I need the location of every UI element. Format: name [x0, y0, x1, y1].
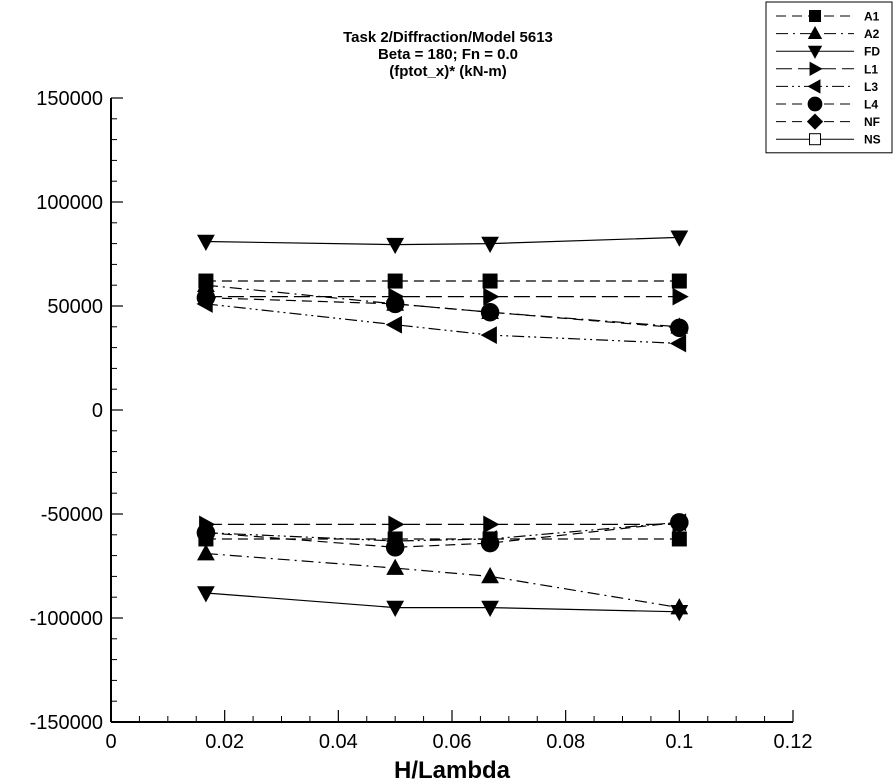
series-line-fd — [205, 236, 680, 246]
data-point-l1 — [388, 515, 405, 534]
data-point-l1 — [483, 515, 500, 534]
y-tick-label: 150000 — [36, 88, 103, 110]
legend-marker-a2 — [807, 25, 823, 40]
x-tick-label: 0 — [105, 731, 116, 753]
series-line-a2 — [205, 284, 680, 328]
data-point-a1 — [482, 273, 498, 289]
legend-marker-l3 — [807, 79, 821, 94]
legend-label-a1: A1 — [864, 10, 880, 24]
y-tick-label: 0 — [92, 400, 103, 422]
data-point-l4 — [480, 533, 500, 553]
data-point-l4 — [670, 513, 689, 532]
plot-markers — [196, 230, 689, 622]
x-tick-label: 0.06 — [433, 731, 472, 753]
data-point-fd — [386, 600, 405, 618]
data-point-l3 — [385, 315, 402, 334]
data-point-l1 — [483, 287, 500, 306]
y-tick-label: -100000 — [30, 608, 103, 630]
y-tick-label: -50000 — [41, 504, 103, 526]
data-point-l4 — [385, 538, 405, 557]
data-point-a1 — [387, 273, 403, 289]
data-point-l4 — [196, 288, 216, 307]
data-point-fd — [481, 600, 499, 618]
data-point-a2 — [197, 544, 215, 561]
x-tick-label: 0.02 — [205, 731, 244, 753]
data-point-fd — [197, 586, 215, 603]
data-point-a1 — [671, 531, 687, 547]
data-point-l1 — [672, 287, 689, 306]
legend-label-ns: NS — [864, 133, 881, 147]
legend-marker-a1 — [809, 10, 821, 22]
data-point-l3 — [480, 326, 497, 345]
series-line-fd — [205, 592, 680, 613]
legend-marker-fd — [807, 45, 823, 59]
data-point-l3 — [669, 334, 687, 353]
data-point-a2 — [481, 566, 499, 584]
data-point-fd — [481, 236, 499, 254]
legend-label-fd: FD — [864, 45, 880, 59]
chart-title-line-2: Beta = 180; Fn = 0.0 — [378, 46, 518, 63]
series-line-l4 — [205, 521, 680, 548]
chart-title-line-1: Task 2/Diffraction/Model 5613 — [343, 29, 553, 46]
y-tick-label: 50000 — [47, 296, 103, 318]
series-line-l4 — [205, 297, 680, 329]
data-point-a1 — [671, 273, 687, 289]
legend-marker-l1 — [809, 61, 823, 76]
plot-axes: 0 0.02 0.04 0.06 0.08 0.1 0.12 -150000 -100000 -5… — [30, 88, 813, 753]
data-point-fd — [197, 234, 215, 251]
y-tick-label: 100000 — [36, 192, 103, 214]
x-tick-label: 0.1 — [665, 731, 693, 753]
legend-label-l1: L1 — [864, 62, 878, 76]
chart-title: Task 2/Diffraction/Model 5613 Beta = 180… — [343, 29, 553, 80]
legend: A1 A2 FD L1 L3 L4 NF NS — [765, 1, 893, 154]
legend-marker-ns — [809, 133, 821, 146]
data-point-fd — [670, 230, 689, 247]
y-tick-label: -150000 — [30, 712, 103, 734]
legend-marker-l4 — [807, 96, 823, 112]
legend-label-l3: L3 — [864, 80, 878, 94]
data-point-l4 — [670, 318, 689, 338]
plot-series — [205, 236, 680, 613]
legend-label-l4: L4 — [864, 98, 878, 112]
data-point-fd — [386, 237, 405, 255]
data-point-l4 — [196, 523, 216, 542]
x-axis-title: H/Lambda — [394, 757, 511, 784]
series-line-l3 — [205, 303, 680, 344]
data-point-fd — [670, 604, 689, 622]
series-line-a2 — [205, 552, 680, 609]
data-point-l4 — [480, 302, 500, 322]
legend-label-a2: A2 — [864, 27, 880, 41]
data-point-a2 — [386, 558, 405, 575]
legend-frame — [765, 1, 893, 154]
data-point-l4 — [385, 294, 405, 314]
x-tick-label: 0.04 — [319, 731, 358, 753]
chart-title-line-3: (fptot_x)* (kN-m) — [389, 63, 507, 80]
legend-marker-nf — [806, 113, 824, 130]
x-tick-label: 0.08 — [546, 731, 585, 753]
legend-label-nf: NF — [864, 115, 880, 129]
series-line-l3 — [205, 521, 680, 542]
x-tick-label: 0.12 — [774, 731, 813, 753]
